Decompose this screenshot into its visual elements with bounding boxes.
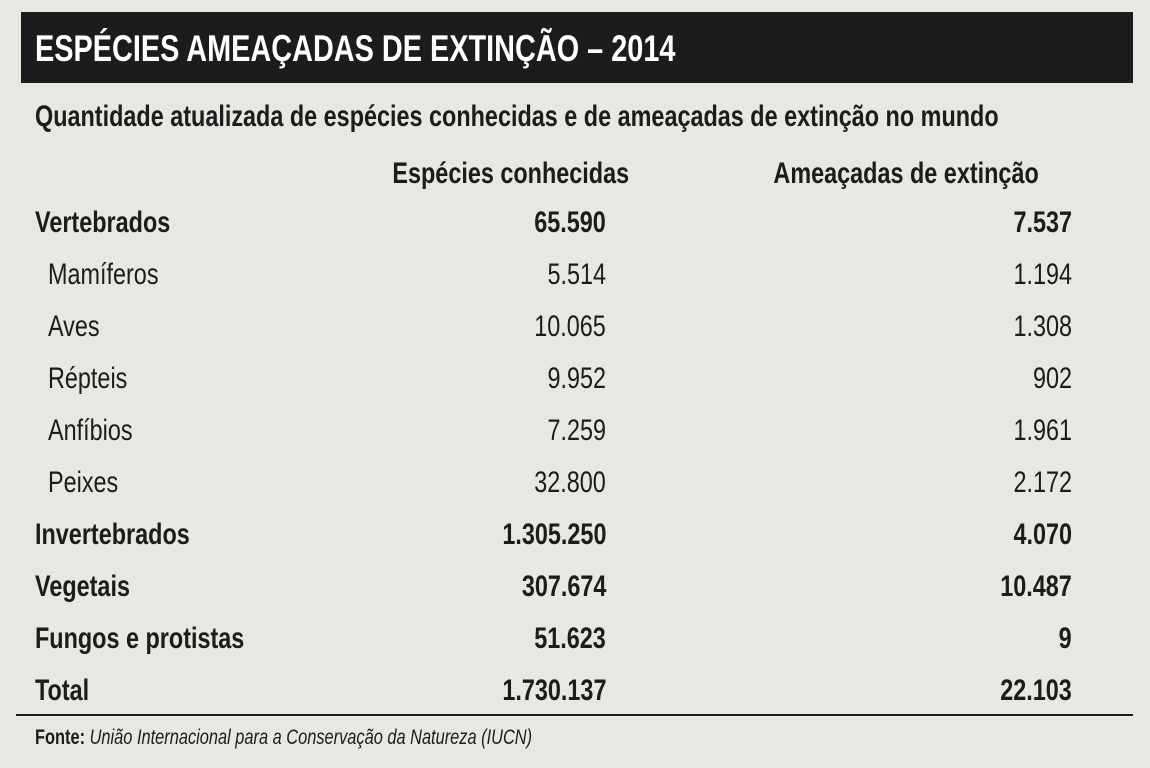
row-label-text: Peixes — [48, 466, 119, 499]
known-value: 7.259 — [306, 414, 606, 448]
threatened-value-text: 4.070 — [1013, 518, 1072, 551]
row-label: Mamíferos — [48, 258, 190, 292]
page-title: ESPÉCIES AMEAÇADAS DE EXTINÇÃO – 2014 — [35, 28, 856, 70]
row-label-text: Répteis — [48, 362, 128, 395]
table-row: Aves 10.065 1.308 — [0, 310, 1150, 362]
table-row: Peixes 32.800 2.172 — [0, 466, 1150, 518]
column-header-known: Espécies conhecidas — [311, 157, 711, 191]
threatened-value-text: 1.961 — [1013, 414, 1072, 447]
divider — [16, 714, 1133, 716]
threatened-value: 2.172 — [772, 466, 1072, 500]
title-bar — [21, 12, 1133, 83]
known-value: 307.674 — [306, 570, 606, 604]
table-row: Mamíferos 5.514 1.194 — [0, 258, 1150, 310]
known-value-text: 1.305.250 — [501, 518, 606, 551]
table-row: Total 1.730.137 22.103 — [0, 674, 1150, 726]
row-label: Répteis — [48, 362, 150, 396]
row-label: Aves — [48, 310, 114, 344]
row-label-text: Vegetais — [35, 570, 130, 603]
known-value: 1.305.250 — [306, 518, 606, 552]
row-label-text: Mamíferos — [48, 258, 159, 291]
threatened-value: 7.537 — [772, 206, 1072, 240]
known-value-text: 5.514 — [547, 258, 606, 291]
subtitle-text: Quantidade atualizada de espécies conhec… — [35, 100, 999, 133]
source-note: Fonte: União Internacional para a Conser… — [35, 726, 672, 750]
known-value: 32.800 — [306, 466, 606, 500]
row-label-text: Fungos e protistas — [35, 622, 245, 655]
threatened-value: 9 — [772, 622, 1072, 656]
known-value: 51.623 — [306, 622, 606, 656]
row-label: Vertebrados — [35, 206, 208, 240]
source-label: Fonte: — [35, 726, 86, 749]
column-header-threatened: Ameaçadas de extinção — [706, 157, 1106, 191]
row-label: Vegetais — [35, 570, 157, 604]
known-value: 1.730.137 — [306, 674, 606, 708]
known-value-text: 32.800 — [534, 466, 606, 499]
table-row: Vertebrados 65.590 7.537 — [0, 206, 1150, 258]
page-title-text: ESPÉCIES AMEAÇADAS DE EXTINÇÃO – 2014 — [35, 28, 676, 69]
table-row: Anfíbios 7.259 1.961 — [0, 414, 1150, 466]
threatened-value: 22.103 — [772, 674, 1072, 708]
threatened-value-text: 1.308 — [1013, 310, 1072, 343]
source-text: União Internacional para a Conservação d… — [89, 726, 533, 749]
threatened-value: 902 — [772, 362, 1072, 396]
known-value-text: 1.730.137 — [501, 674, 606, 707]
row-label: Peixes — [48, 466, 138, 500]
row-label-text: Vertebrados — [35, 206, 171, 239]
threatened-value-text: 22.103 — [1000, 674, 1072, 707]
row-label-text: Total — [35, 674, 90, 707]
row-label-text: Invertebrados — [35, 518, 190, 551]
row-label-text: Anfíbios — [48, 414, 133, 447]
threatened-value: 1.961 — [772, 414, 1072, 448]
threatened-value-text: 9 — [1058, 622, 1072, 655]
known-value: 9.952 — [306, 362, 606, 396]
known-value: 10.065 — [306, 310, 606, 344]
row-label: Fungos e protistas — [35, 622, 303, 656]
table-row: Fungos e protistas 51.623 9 — [0, 622, 1150, 674]
threatened-value: 10.487 — [772, 570, 1072, 604]
known-value: 65.590 — [306, 206, 606, 240]
known-value-text: 9.952 — [547, 362, 606, 395]
threatened-value: 1.194 — [772, 258, 1072, 292]
threatened-value-text: 2.172 — [1013, 466, 1072, 499]
row-label: Total — [35, 674, 104, 708]
column-header-threatened-text: Ameaçadas de extinção — [773, 157, 1039, 190]
row-label-text: Aves — [48, 310, 100, 343]
known-value: 5.514 — [306, 258, 606, 292]
threatened-value-text: 902 — [1032, 362, 1072, 395]
table-row: Vegetais 307.674 10.487 — [0, 570, 1150, 622]
threatened-value-text: 10.487 — [1000, 570, 1072, 603]
subtitle: Quantidade atualizada de espécies conhec… — [35, 100, 1150, 134]
column-header-known-text: Espécies conhecidas — [392, 157, 630, 190]
threatened-value-text: 7.537 — [1013, 206, 1072, 239]
table-row: Répteis 9.952 902 — [0, 362, 1150, 414]
row-label: Invertebrados — [35, 518, 233, 552]
known-value-text: 307.674 — [521, 570, 606, 603]
row-label: Anfíbios — [48, 414, 156, 448]
known-value-text: 65.590 — [534, 206, 606, 239]
threatened-value-text: 1.194 — [1013, 258, 1072, 291]
threatened-value: 4.070 — [772, 518, 1072, 552]
known-value-text: 7.259 — [547, 414, 606, 447]
threatened-value: 1.308 — [772, 310, 1072, 344]
known-value-text: 51.623 — [534, 622, 606, 655]
known-value-text: 10.065 — [534, 310, 606, 343]
table-row: Invertebrados 1.305.250 4.070 — [0, 518, 1150, 570]
